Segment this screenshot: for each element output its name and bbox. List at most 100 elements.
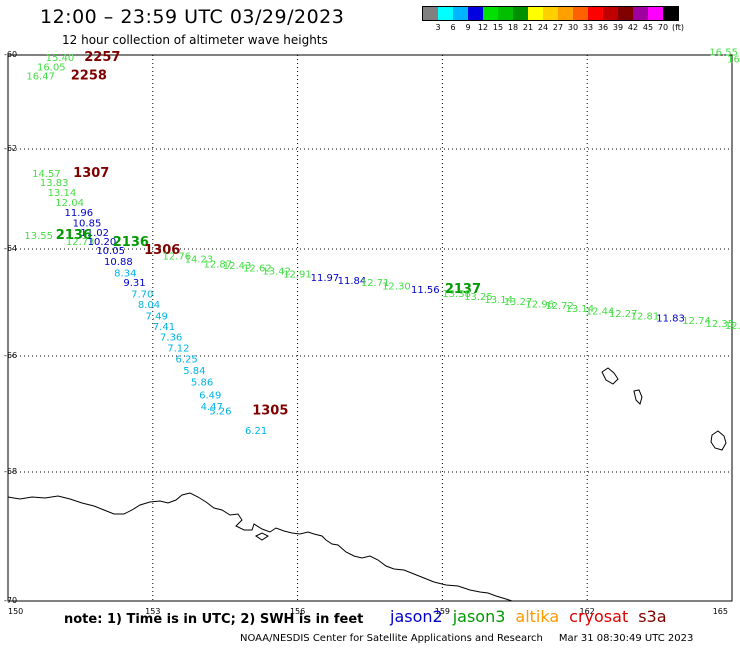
lat-tick-label: -68 bbox=[4, 467, 17, 476]
legend-tick-label: 42 bbox=[627, 23, 639, 32]
lon-tick-label: 162 bbox=[580, 607, 595, 616]
wave-height-label: 12.72 bbox=[545, 301, 574, 312]
lon-tick-label: 159 bbox=[435, 607, 450, 616]
wave-height-label: 7.12 bbox=[167, 343, 189, 354]
wave-height-label: 16.55 bbox=[709, 48, 738, 59]
pass-time-label: 2137 bbox=[445, 282, 481, 297]
color-scale-swatches bbox=[422, 6, 679, 21]
wave-height-label: 16.86 bbox=[727, 54, 740, 65]
map-subtitle: 12 hour collection of altimeter wave hei… bbox=[62, 33, 328, 47]
legend-swatch bbox=[468, 7, 483, 20]
wave-height-label: 10.88 bbox=[104, 257, 133, 268]
legend-tick-label: 36 bbox=[597, 23, 609, 32]
color-scale-ticks: 3 6 9 12 15 18 21 24 27 30 33 36 39 42 45 70 (ft) bbox=[422, 21, 684, 33]
wave-height-label: 7.36 bbox=[160, 333, 182, 344]
credit-text: NOAA/NESDIS Center for Satellite Applica… bbox=[240, 633, 543, 644]
legend-tick-label: 21 bbox=[522, 23, 534, 32]
pass-time-label: 1305 bbox=[252, 404, 288, 419]
lon-tick-label: 153 bbox=[145, 607, 160, 616]
legend-swatch bbox=[588, 7, 603, 20]
wave-height-labels: 15.40225716.0516.47225816.5516.8614.5713… bbox=[24, 48, 740, 438]
legend-swatch bbox=[483, 7, 498, 20]
coastline-mainland bbox=[7, 492, 513, 602]
wave-height-label: 12.71 bbox=[361, 278, 390, 289]
island-3 bbox=[710, 430, 727, 451]
legend-tick-label: 27 bbox=[552, 23, 564, 32]
legend-tick-label: 33 bbox=[582, 23, 594, 32]
wave-height-label: 13.25 bbox=[464, 292, 493, 303]
lat-tick-label: -70 bbox=[4, 596, 17, 605]
lon-tick-label: 165 bbox=[713, 607, 728, 616]
legend-swatch bbox=[648, 7, 663, 20]
legend-tick-label: 45 bbox=[642, 23, 654, 32]
wave-height-label: 13.14 bbox=[484, 295, 513, 306]
lat-tick-label: -60 bbox=[4, 50, 17, 59]
wave-height-label: 16.47 bbox=[26, 72, 55, 83]
satellite-cryosat: cryosat bbox=[569, 607, 629, 626]
wave-height-label: 13.42 bbox=[262, 266, 291, 277]
legend-tick-label: 6 bbox=[450, 23, 456, 32]
wave-height-label: 13.38 bbox=[442, 289, 471, 300]
pass-time-label: 1307 bbox=[73, 166, 109, 181]
wave-height-label: 4.47 bbox=[201, 402, 223, 413]
island-1 bbox=[601, 367, 619, 385]
legend-swatch bbox=[663, 7, 678, 20]
wave-height-label: 12.96 bbox=[525, 300, 554, 311]
legend-swatch bbox=[438, 7, 453, 20]
wave-height-label: 15.40 bbox=[46, 53, 75, 64]
wave-height-label: 12.44 bbox=[586, 307, 615, 318]
legend-tick-label: 30 bbox=[567, 23, 579, 32]
legend-swatch bbox=[423, 7, 438, 20]
lat-tick-label: -64 bbox=[4, 244, 17, 253]
wave-height-label: 12.81 bbox=[631, 311, 660, 322]
wave-height-label: 12.04 bbox=[55, 198, 84, 209]
legend-swatch bbox=[573, 7, 588, 20]
legend-swatch bbox=[528, 7, 543, 20]
lat-tick-label: -66 bbox=[4, 351, 17, 360]
legend-swatch bbox=[618, 7, 633, 20]
wave-height-label: 12.27 bbox=[609, 309, 638, 320]
wave-height-label: 11.84 bbox=[338, 276, 367, 287]
satellite-jason2: jason2 bbox=[390, 607, 443, 626]
legend-swatch bbox=[543, 7, 558, 20]
wave-height-label: 12.74 bbox=[682, 316, 711, 327]
pass-time-label: 2258 bbox=[71, 69, 107, 84]
legend-tick-label: (ft) bbox=[671, 23, 685, 32]
legend-tick-label: 15 bbox=[492, 23, 504, 32]
wave-height-label: 7.41 bbox=[153, 322, 175, 333]
legend-swatch bbox=[498, 7, 513, 20]
legend-swatch bbox=[513, 7, 528, 20]
pass-time-label: 1306 bbox=[144, 243, 180, 258]
legend-tick-label: 70 bbox=[657, 23, 669, 32]
wave-height-label: 13.83 bbox=[40, 178, 69, 189]
coastline-inlet bbox=[255, 532, 269, 541]
legend-swatch bbox=[603, 7, 618, 20]
wave-height-label: 12.43 bbox=[223, 261, 252, 272]
wave-height-label: 6.49 bbox=[199, 390, 221, 401]
color-scale-legend: 3 6 9 12 15 18 21 24 27 30 33 36 39 42 45 70 (ft) bbox=[422, 6, 684, 33]
wave-height-label: 11.56 bbox=[411, 285, 440, 296]
wave-height-label: 11.96 bbox=[64, 208, 93, 219]
wave-height-label: 12.62 bbox=[243, 264, 272, 275]
wave-height-label: 12.35 bbox=[705, 319, 734, 330]
axis-tick-labels: 150 153 156 159 162 165 -60 -62 -64 -66 -68 -70 bbox=[4, 50, 728, 616]
wave-height-label: 13.14 bbox=[48, 188, 77, 199]
wave-height-label: 12.76 bbox=[162, 251, 191, 262]
footnote: note: 1) Time is in UTC; 2) SWH is in fe… bbox=[64, 612, 364, 627]
legend-tick-label: 12 bbox=[477, 23, 489, 32]
graticule bbox=[8, 55, 732, 601]
wave-height-label: 12.87 bbox=[203, 259, 232, 270]
legend-tick-label: 39 bbox=[612, 23, 624, 32]
wave-height-label: 10.85 bbox=[73, 219, 102, 230]
wave-height-label: 6.25 bbox=[175, 354, 197, 365]
lon-tick-label: 156 bbox=[290, 607, 305, 616]
wave-height-label: 11.83 bbox=[656, 313, 685, 324]
pass-time-label: 2136 bbox=[56, 228, 92, 243]
generated-timestamp: Mar 31 08:30:49 UTC 2023 bbox=[558, 633, 694, 644]
satellite-altika: altika bbox=[515, 607, 560, 626]
legend-tick-label: 3 bbox=[435, 23, 441, 32]
pass-time-label: 2136 bbox=[113, 235, 149, 250]
wave-height-label: 11.97 bbox=[311, 273, 340, 284]
wave-height-label: 13.55 bbox=[24, 231, 53, 242]
